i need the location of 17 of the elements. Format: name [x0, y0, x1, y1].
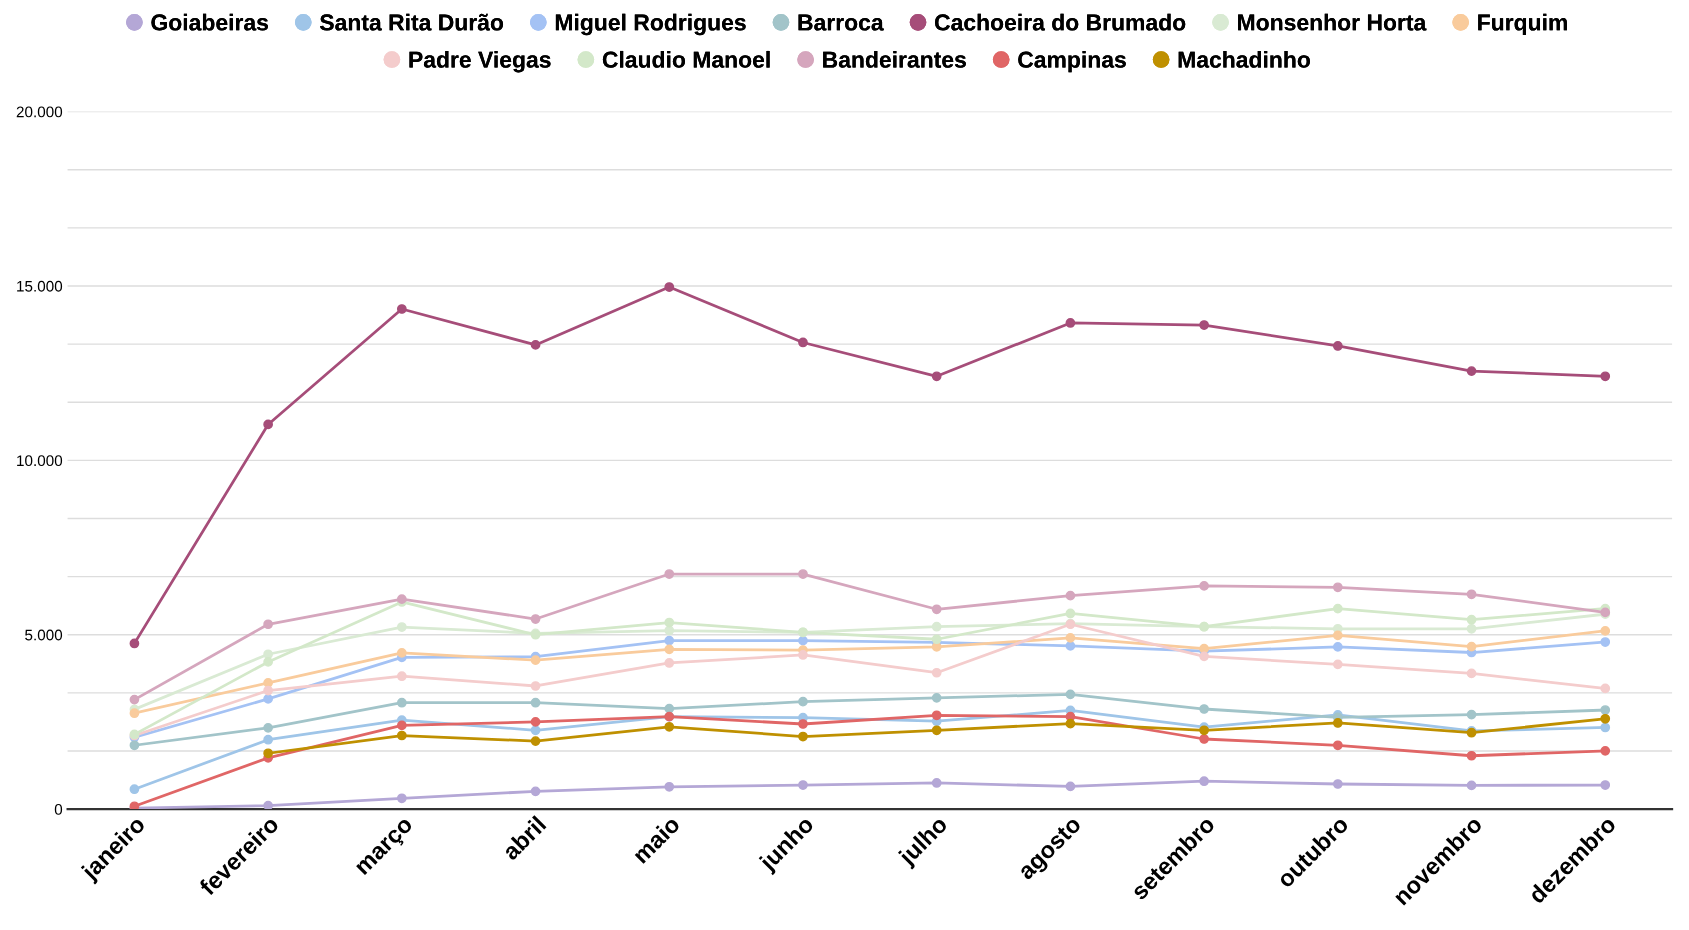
- legend-label: Machadinho: [1178, 50, 1310, 68]
- legend-label: Furquim: [1478, 13, 1567, 36]
- y-tick-label: 0: [54, 803, 63, 815]
- y-tick-label: 20.000: [16, 106, 63, 118]
- legend-label: Santa Rita Durão: [319, 13, 504, 31]
- legend-label: Campinas: [1018, 50, 1126, 73]
- legend-label: Monsenhor Horta: [1238, 13, 1427, 31]
- legend-label: Bandeirantes: [823, 50, 966, 68]
- y-tick-label: 10.000: [17, 455, 63, 467]
- legend-label: Claudio Manoel: [602, 50, 770, 68]
- y-tick-label: 5.000: [25, 629, 63, 641]
- legend-label: Barroca: [798, 14, 884, 31]
- legend-label: Cachoeira do Brumado: [934, 13, 1186, 31]
- legend-label: Padre Viegas: [409, 50, 551, 73]
- legend-label: Miguel Rodrigues: [555, 13, 746, 36]
- y-tick-label: 15.000: [17, 280, 63, 292]
- legend-label: Goiabeiras: [151, 13, 268, 31]
